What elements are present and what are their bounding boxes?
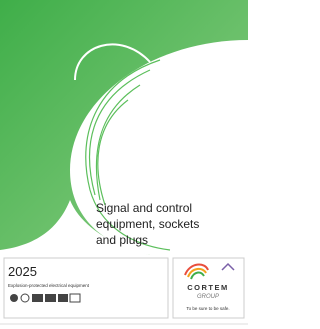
cover: Signal and control equipment, sockets an… [0, 0, 248, 329]
subtitle: Explosion-protected electrical equipment [8, 283, 90, 288]
title-line: and plugs [96, 233, 148, 247]
title-line: Signal and control [96, 201, 192, 215]
brand-group: GROUP [197, 294, 219, 300]
year: 2025 [8, 264, 37, 279]
title-line: equipment, sockets [96, 217, 199, 231]
brand-name: CORTEM [187, 283, 229, 292]
tagline: To be sure to be safe. [186, 306, 229, 311]
